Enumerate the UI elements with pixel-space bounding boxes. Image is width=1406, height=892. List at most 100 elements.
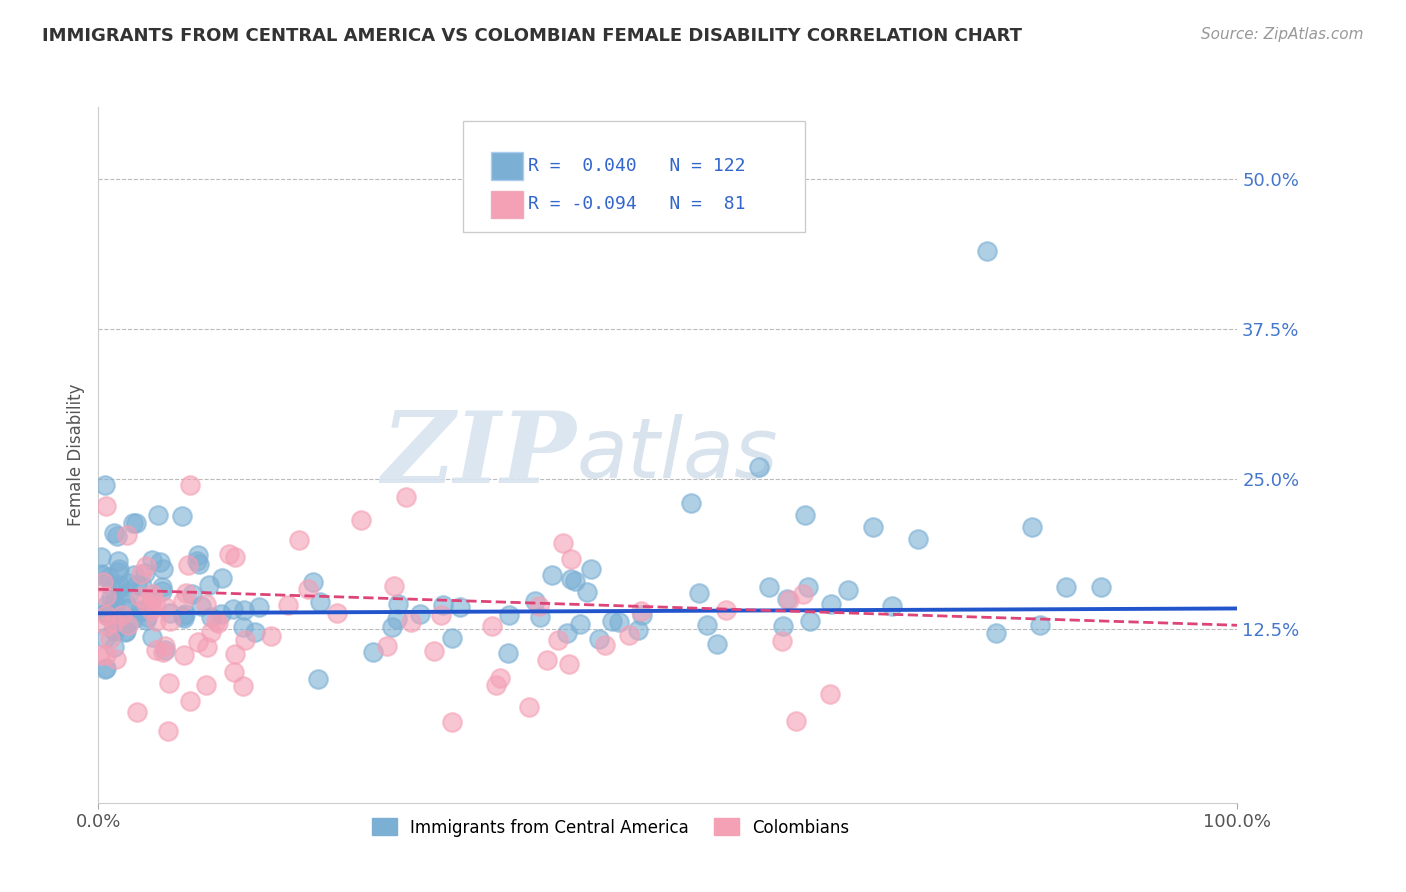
Point: [232, 620, 254, 634]
Point: [172, 608, 194, 623]
Point: [387, 597, 409, 611]
Point: [361, 645, 384, 659]
Point: [96, 606, 118, 620]
Point: [96, 599, 118, 613]
Point: [588, 632, 610, 646]
Point: [157, 676, 180, 690]
Point: [177, 558, 200, 572]
Point: [449, 600, 471, 615]
Point: [576, 584, 599, 599]
Point: [96, 608, 118, 623]
Point: [118, 586, 141, 600]
Point: [91, 575, 114, 590]
Point: [96, 605, 118, 619]
Point: [986, 626, 1008, 640]
Point: [141, 595, 163, 609]
Point: [114, 624, 136, 639]
Text: IMMIGRANTS FROM CENTRAL AMERICA VS COLOMBIAN FEMALE DISABILITY CORRELATION CHART: IMMIGRANTS FROM CENTRAL AMERICA VS COLOM…: [42, 27, 1022, 45]
Point: [617, 628, 640, 642]
Point: [607, 615, 630, 630]
Point: [117, 575, 139, 590]
Legend: Immigrants from Central America, Colombians: Immigrants from Central America, Colombi…: [366, 812, 856, 843]
FancyBboxPatch shape: [463, 121, 804, 232]
Point: [441, 714, 464, 729]
Point: [555, 625, 578, 640]
Point: [107, 565, 129, 579]
Point: [395, 490, 418, 504]
Point: [145, 599, 167, 614]
Point: [758, 580, 780, 594]
Point: [209, 607, 232, 622]
Point: [630, 604, 652, 618]
Point: [564, 574, 586, 588]
Point: [527, 599, 550, 613]
Point: [93, 477, 115, 491]
Point: [141, 553, 163, 567]
Point: [797, 580, 820, 594]
Point: [127, 577, 149, 591]
Point: [155, 599, 177, 614]
Point: [117, 600, 139, 615]
Point: [211, 571, 233, 585]
Point: [862, 520, 884, 534]
Point: [103, 640, 125, 654]
Point: [139, 603, 162, 617]
Point: [309, 595, 332, 609]
Point: [104, 598, 127, 612]
Point: [145, 614, 167, 628]
Point: [517, 699, 540, 714]
Point: [125, 705, 148, 719]
Point: [218, 547, 240, 561]
Point: [135, 558, 157, 573]
FancyBboxPatch shape: [491, 191, 523, 219]
Point: [423, 644, 446, 658]
Point: [103, 596, 125, 610]
Point: [153, 643, 176, 657]
Point: [141, 587, 163, 601]
Point: [696, 618, 718, 632]
Point: [1090, 580, 1112, 594]
Point: [142, 591, 165, 606]
Point: [107, 582, 129, 596]
Point: [430, 608, 453, 623]
Point: [195, 597, 218, 611]
Point: [103, 526, 125, 541]
Point: [536, 653, 558, 667]
Point: [792, 587, 814, 601]
Point: [375, 639, 398, 653]
Point: [498, 608, 520, 623]
Point: [115, 615, 138, 630]
Point: [141, 630, 163, 644]
Point: [302, 574, 325, 589]
Point: [125, 516, 148, 530]
Point: [103, 612, 125, 626]
Point: [94, 661, 117, 675]
Point: [190, 599, 212, 614]
Point: [159, 606, 181, 620]
Point: [153, 639, 176, 653]
Point: [170, 509, 193, 524]
Point: [277, 598, 299, 612]
Point: [97, 570, 120, 584]
Point: [818, 687, 841, 701]
Point: [115, 596, 138, 610]
Point: [111, 608, 134, 623]
Point: [748, 459, 770, 474]
Point: [626, 623, 648, 637]
Point: [134, 566, 156, 581]
Point: [187, 548, 209, 562]
Point: [399, 615, 422, 629]
Point: [232, 679, 254, 693]
Point: [793, 508, 815, 522]
Point: [529, 610, 551, 624]
Point: [200, 624, 222, 639]
Point: [776, 591, 799, 606]
Point: [560, 573, 582, 587]
Point: [882, 599, 904, 613]
Point: [159, 614, 181, 628]
Point: [135, 596, 157, 610]
Point: [107, 553, 129, 567]
Point: [560, 552, 582, 566]
Point: [187, 635, 209, 649]
Point: [117, 617, 139, 632]
